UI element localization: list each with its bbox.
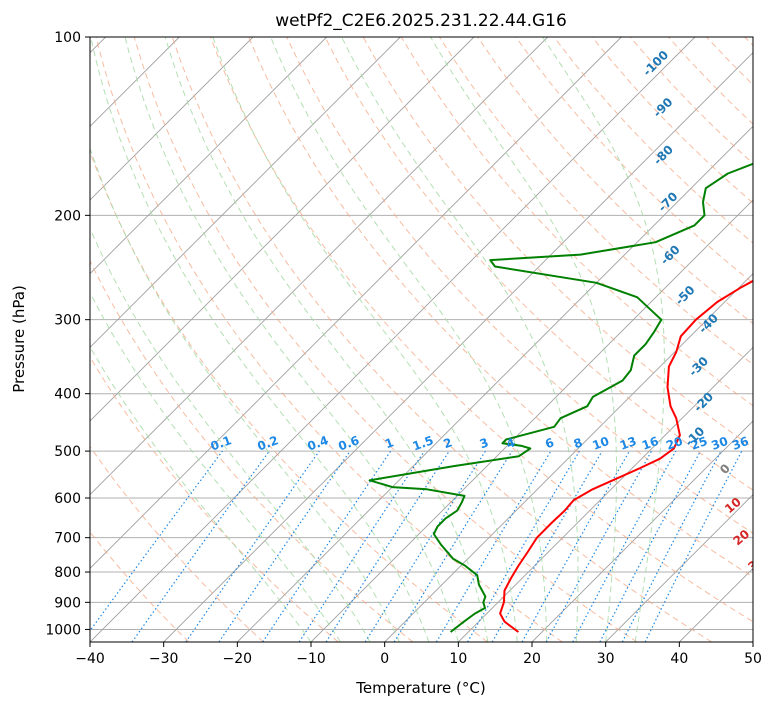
dry-adiabat-line [324, 37, 753, 491]
temperature-profile-line [499, 279, 753, 633]
moist-adiabat-line [212, 37, 518, 642]
y-axis-label: Pressure (hPa) [10, 285, 28, 393]
mixing-ratio-label: 0.1 [209, 433, 234, 453]
x-axis-label: Temperature (°C) [355, 679, 485, 697]
mixing-ratio-label: 16 [640, 434, 660, 453]
moist-adiabat-line [90, 227, 371, 642]
x-axis: −40 −30 −20 −10 0 10 20 30 40 50 [75, 642, 762, 667]
x-tick-label: 50 [744, 651, 762, 667]
x-tick-label: 30 [597, 651, 615, 667]
mixing-ratio-line [572, 450, 677, 642]
mixing-ratio-line [218, 450, 351, 642]
y-tick-label: 1000 [45, 622, 81, 638]
mixing-ratio-line [185, 450, 320, 642]
mixing-ratio-label: 1.5 [411, 433, 436, 453]
dry-adiabat-line [171, 37, 712, 642]
dry-adiabat-label: 30 [745, 552, 767, 573]
plot-area [90, 37, 753, 642]
mixing-ratio-line [325, 450, 450, 642]
chart-title: wetPf2_C2E6.2025.231.22.44.G16 [275, 11, 567, 31]
y-tick-label: 300 [54, 313, 81, 329]
moist-adiabat-line [542, 37, 665, 642]
isotherm-line [384, 273, 753, 642]
isotherm-line [90, 37, 548, 496]
dry-adiabat-line [90, 259, 414, 642]
x-tick-label: 0 [380, 651, 389, 667]
x-tick-label: −10 [296, 651, 326, 667]
isotherm-line [90, 37, 327, 275]
isotherm-line [90, 37, 475, 422]
y-tick-label: 100 [54, 30, 81, 46]
isotherm-grid [90, 37, 753, 642]
moist-adiabat-line [90, 345, 312, 642]
mixing-ratio-label: 25 [689, 434, 709, 453]
mixing-ratio-label: 10 [590, 434, 610, 453]
x-tick-label: 20 [523, 651, 541, 667]
moist-adiabat-line [164, 37, 489, 642]
isotherm-line [605, 494, 753, 642]
dry-adiabat-line [286, 37, 753, 534]
mixing-ratio-line [521, 450, 631, 642]
y-tick-label: 700 [54, 531, 81, 547]
isotherm-line [163, 52, 753, 642]
dry-adiabat-line [210, 37, 753, 623]
dewpoint-profile-line [368, 162, 753, 633]
mixing-ratio-line [644, 450, 743, 642]
isotherm-line [90, 37, 401, 348]
moist-adiabats [90, 37, 665, 642]
dry-adiabat-line [248, 37, 753, 578]
moist-adiabat-line [124, 37, 459, 642]
isotherm-line [458, 346, 753, 642]
mixing-ratio-line [262, 450, 392, 642]
moist-adiabat-line [341, 37, 579, 642]
isobar-grid [90, 37, 753, 630]
isotherm-line [90, 37, 254, 201]
y-tick-label: 600 [54, 491, 81, 507]
y-tick-label: 900 [54, 595, 81, 611]
x-tick-label: 10 [449, 651, 467, 667]
isotherm-line [90, 37, 622, 569]
x-tick-label: −20 [223, 651, 253, 667]
mixing-ratio-line [545, 450, 653, 642]
dry-adiabat-line [90, 445, 264, 642]
x-tick-label: −30 [149, 651, 179, 667]
mixing-ratio-line [90, 450, 223, 632]
y-axis: 1000 900 800 700 600 500 400 300 200 100 [45, 30, 90, 638]
moist-adiabat-line [90, 37, 430, 642]
mixing-ratio-lines [90, 450, 743, 642]
isotherm-line [237, 125, 753, 642]
x-tick-label: −40 [75, 651, 105, 667]
mixing-ratio-label: 20 [664, 434, 684, 453]
mixing-ratio-label: 0.2 [256, 433, 281, 453]
mixing-ratio-line [298, 450, 425, 642]
y-tick-label: 200 [54, 208, 81, 224]
mixing-ratio-label: 0.6 [336, 433, 361, 453]
mixing-ratio-label: 30 [709, 434, 729, 453]
mixing-ratio-line [393, 450, 513, 642]
y-tick-label: 500 [54, 444, 81, 460]
plot-frame [89, 36, 754, 643]
mixing-ratio-label: 36 [730, 434, 750, 453]
mixing-ratio-label: 0.4 [306, 433, 331, 453]
isotherm-line [90, 37, 696, 642]
moist-adiabat-line [270, 37, 548, 642]
isotherm-line [531, 420, 753, 642]
mixing-ratio-line [131, 450, 270, 642]
dry-adiabat-line [90, 356, 339, 642]
moist-adiabat-line [90, 291, 341, 642]
y-tick-label: 400 [54, 387, 81, 403]
x-tick-label: 40 [670, 651, 688, 667]
mixing-ratio-label: 13 [618, 434, 638, 453]
y-tick-label: 800 [54, 565, 81, 581]
